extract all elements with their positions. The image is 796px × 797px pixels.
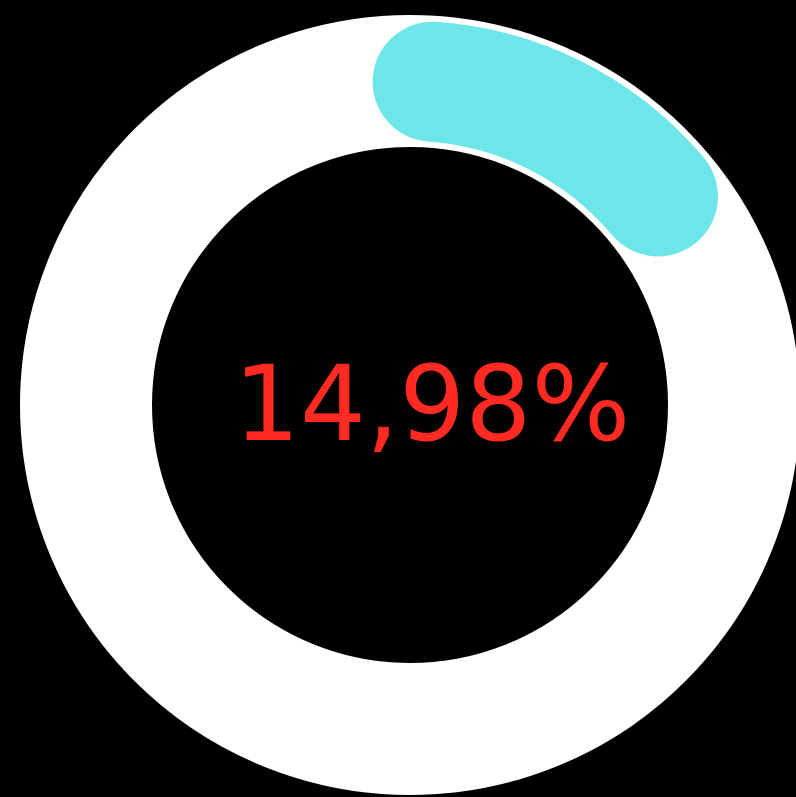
progress-arc [372, 21, 718, 257]
inner-disc [154, 150, 666, 662]
progress-percentage-label: 14,98% [234, 343, 631, 465]
